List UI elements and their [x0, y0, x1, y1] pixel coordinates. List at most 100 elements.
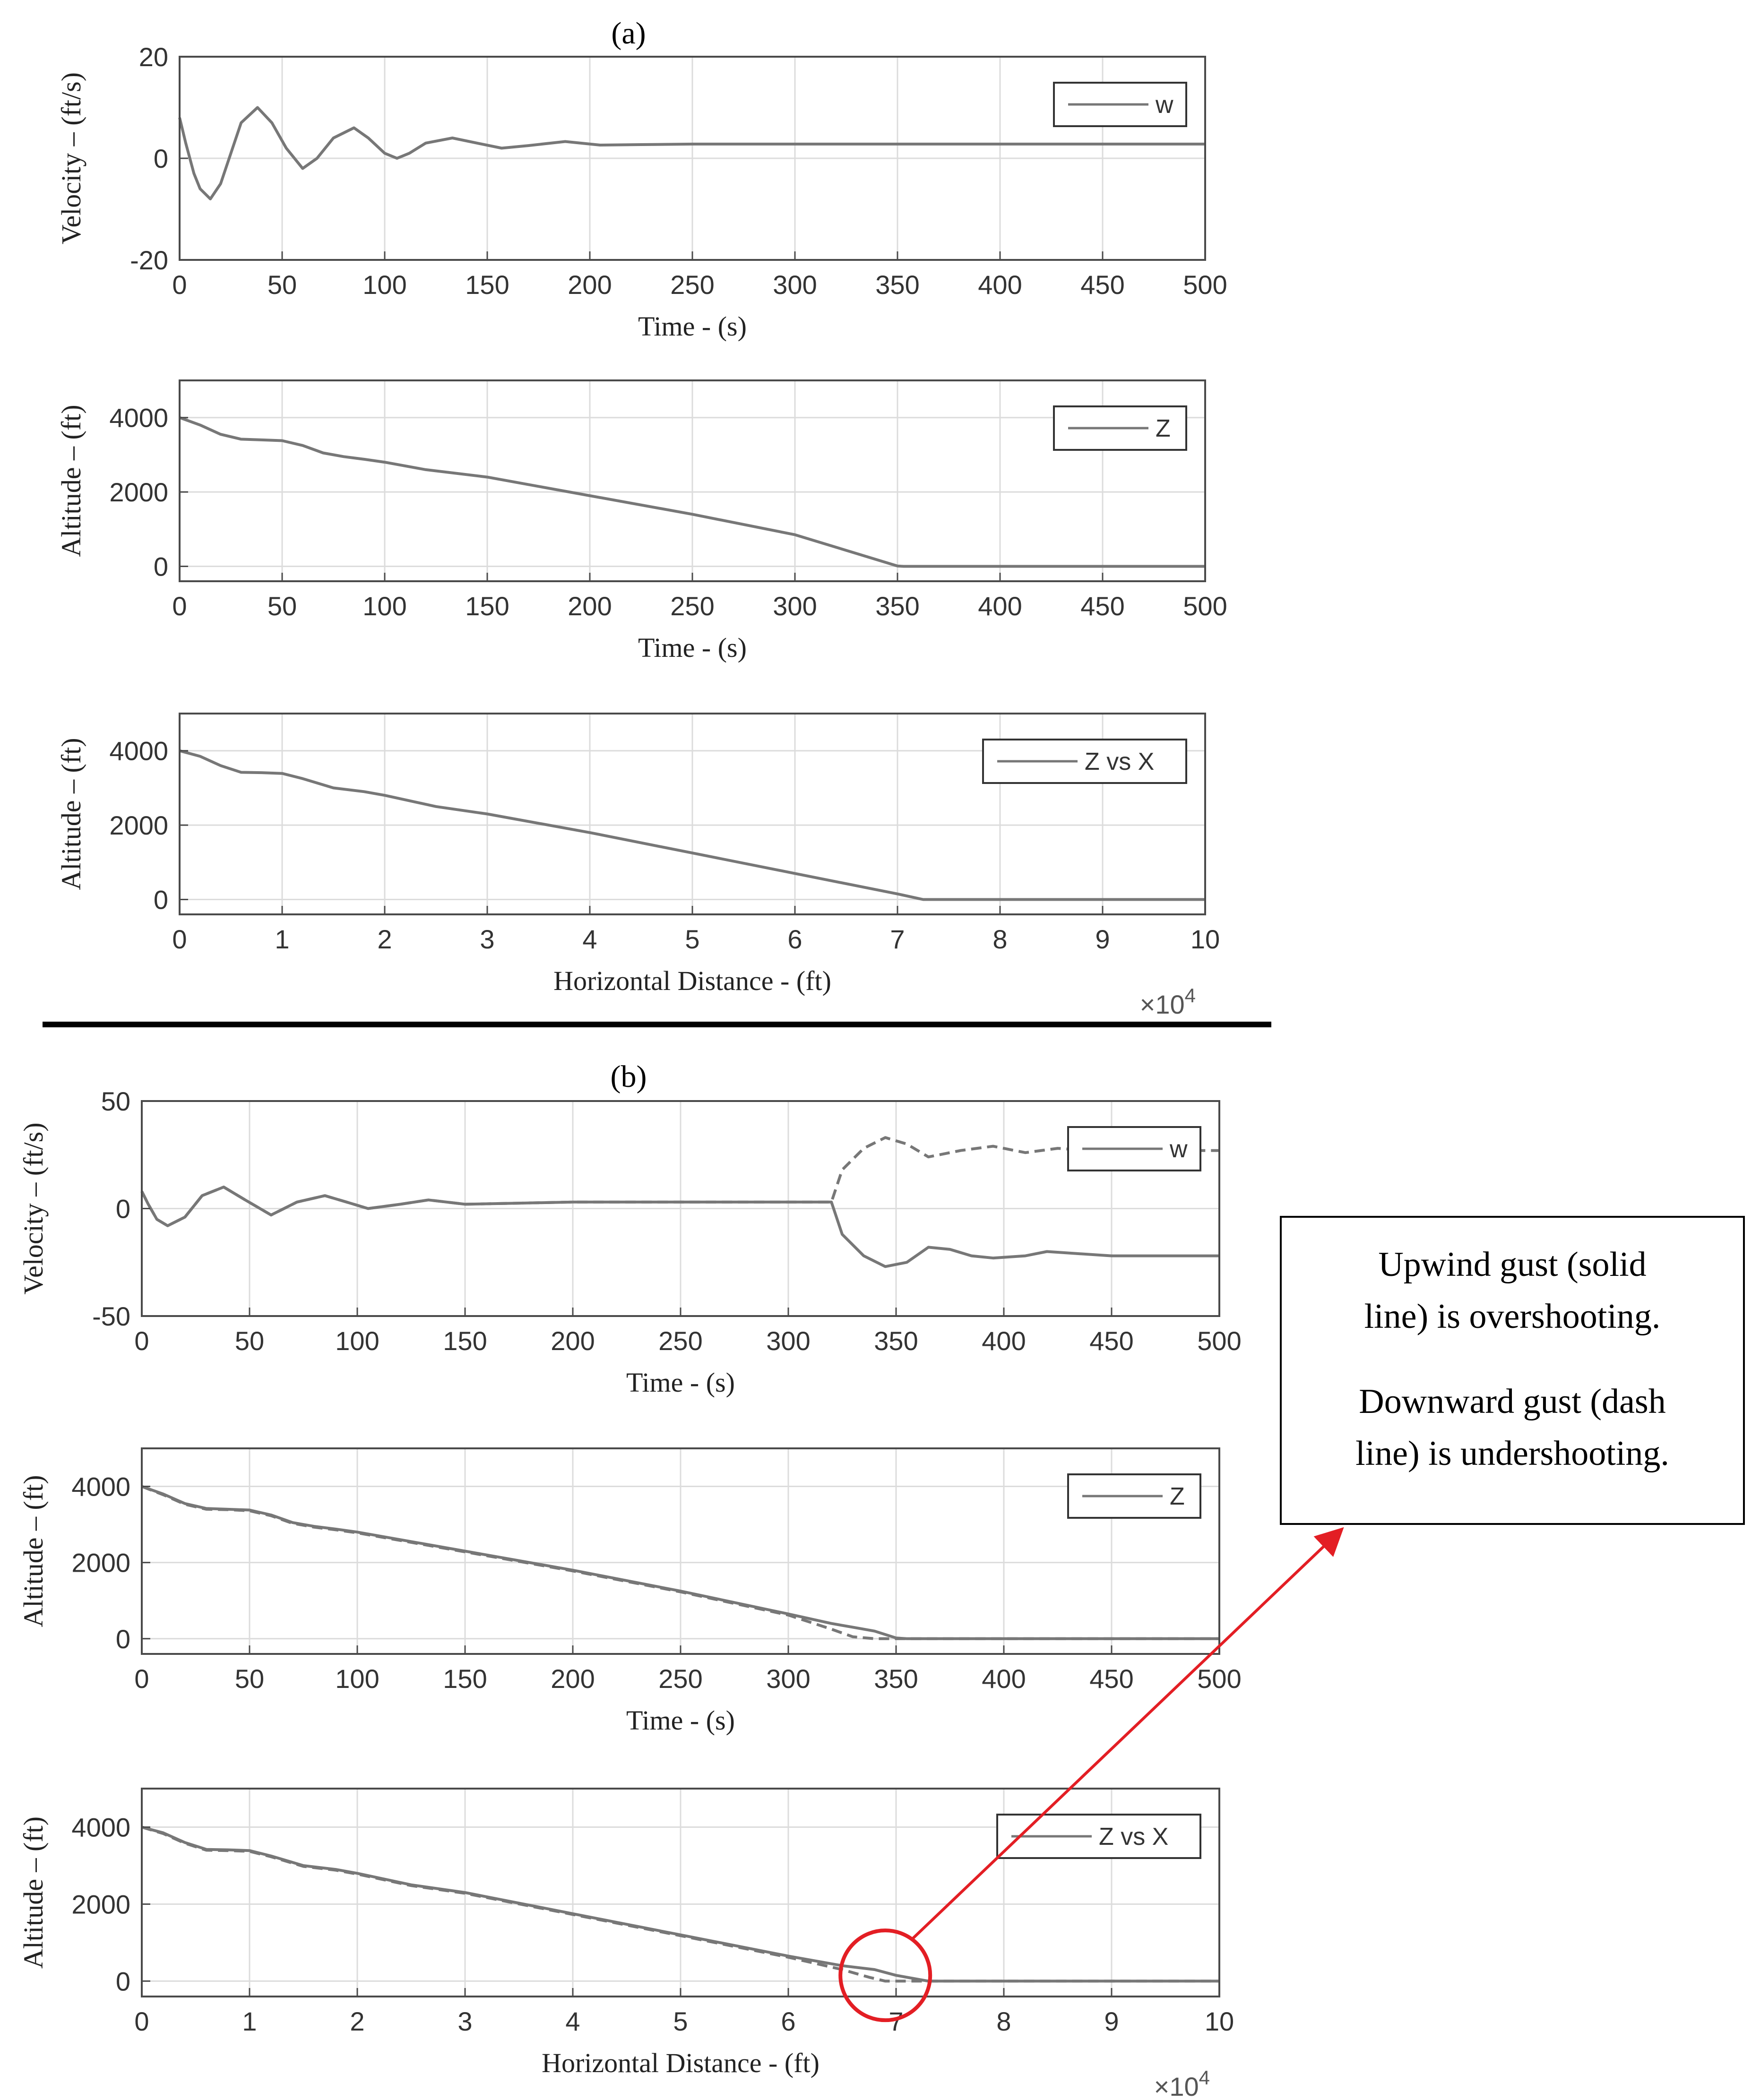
x-tick-label: 250 — [658, 1326, 702, 1356]
y-tick-label: 0 — [154, 144, 168, 173]
y-tick-label: 0 — [116, 1194, 130, 1224]
x-tick-label: 400 — [982, 1664, 1026, 1694]
x-tick-label: 6 — [787, 924, 802, 954]
x-tick-label: 9 — [1104, 2006, 1119, 2036]
x-tick-label: 2 — [350, 2006, 364, 2036]
y-tick-label: 2000 — [109, 810, 168, 840]
series-line-dashed — [141, 1825, 1219, 1983]
x-axis-label: Time - (s) — [638, 632, 747, 663]
x-axis-label: Time - (s) — [638, 311, 747, 342]
y-tick-label: 4000 — [109, 736, 168, 766]
x-tick-label: 450 — [1080, 591, 1124, 621]
legend-entry: Z — [1156, 415, 1171, 442]
x-tick-label: 4 — [565, 2006, 580, 2036]
callout-arrow — [910, 1527, 1344, 1941]
annotation-line-4: line) is undershooting. — [1355, 1434, 1669, 1473]
x-tick-label: 450 — [1080, 270, 1124, 300]
y-axis-label: Altitude – (ft) — [18, 1816, 49, 1969]
y-axis-label: Altitude – (ft) — [18, 1475, 49, 1627]
y-tick-label: -50 — [92, 1301, 130, 1331]
x-tick-label: 500 — [1183, 270, 1227, 300]
x-tick-label: 50 — [235, 1664, 264, 1694]
x-axis-multiplier: ×104 — [1140, 984, 1196, 1019]
x-tick-label: 8 — [996, 2006, 1011, 2036]
x-tick-label: 400 — [978, 270, 1022, 300]
series-line-solid — [178, 106, 1205, 200]
series-line-dashed — [141, 1485, 1219, 1640]
x-tick-label: 100 — [335, 1664, 379, 1694]
x-axis-multiplier: ×104 — [1154, 2066, 1210, 2100]
x-tick-label: 250 — [670, 591, 714, 621]
y-axis-label: Altitude – (ft) — [56, 738, 86, 890]
x-tick-label: 300 — [766, 1664, 810, 1694]
x-tick-label: 500 — [1197, 1326, 1241, 1356]
x-axis-label: Horizontal Distance - (ft) — [553, 965, 831, 996]
annotation-frame — [1280, 1216, 1745, 1525]
chart-b1-velocity: 0 50 100 150 200 250 300 350 400 450 500-50050Time… — [18, 1086, 1242, 1398]
y-tick-label: 2000 — [109, 477, 168, 507]
x-tick-label: 150 — [465, 591, 509, 621]
x-tick-label: 0 — [134, 1326, 149, 1356]
x-tick-label: 50 — [267, 270, 297, 300]
x-tick-label: 150 — [443, 1664, 487, 1694]
chart-a3-altitude-distance: 0 1 2 3 4 5 6 7 8 9 10 0 2000 4000 Horizontal Distance… — [56, 713, 1220, 1019]
x-tick-label: 500 — [1197, 1664, 1241, 1694]
y-tick-label: 0 — [154, 885, 168, 915]
x-axis-label: Time - (s) — [626, 1705, 735, 1736]
panel-label-b: (b) — [611, 1059, 647, 1094]
x-tick-label: 0 — [134, 1664, 149, 1694]
x-tick-label: 200 — [568, 591, 612, 621]
x-tick-label: 150 — [465, 270, 509, 300]
x-tick-label: 200 — [551, 1664, 595, 1694]
x-tick-label: 4 — [582, 924, 597, 954]
x-tick-label: 0 — [134, 2006, 149, 2036]
x-axis-label: Horizontal Distance - (ft) — [542, 2048, 820, 2078]
y-axis-label: Velocity – (ft/s) — [18, 1122, 49, 1294]
x-tick-label: 350 — [875, 270, 919, 300]
x-tick-label: 350 — [874, 1664, 918, 1694]
y-tick-label: 2000 — [71, 1548, 130, 1578]
y-tick-label: 0 — [116, 1966, 130, 1996]
series-line-solid — [141, 1825, 1219, 1983]
x-tick-label: 150 — [443, 1326, 487, 1356]
x-tick-label: 400 — [978, 591, 1022, 621]
x-tick-label: 200 — [568, 270, 612, 300]
x-tick-label: 3 — [457, 2006, 472, 2036]
annotation-line-2: line) is overshooting. — [1364, 1297, 1661, 1336]
x-tick-label: 350 — [874, 1326, 918, 1356]
chart-a1-velocity: 0 50 100 150 200 250 300 350 400 450 500-20020Time… — [56, 42, 1227, 342]
y-tick-label: 50 — [101, 1086, 130, 1116]
x-tick-label: 0 — [172, 270, 187, 300]
y-tick-label: 2000 — [71, 1889, 130, 1919]
x-tick-label: 300 — [766, 1326, 810, 1356]
x-tick-label: 500 — [1183, 591, 1227, 621]
y-tick-label: 20 — [139, 42, 168, 72]
y-tick-label: 4000 — [71, 1472, 130, 1502]
panel-label-a: (a) — [611, 16, 646, 51]
x-axis-label: Time - (s) — [626, 1367, 735, 1398]
y-tick-label: -20 — [130, 245, 168, 275]
legend-entry: Z — [1170, 1483, 1185, 1510]
series-line-solid — [179, 749, 1205, 901]
x-tick-label: 250 — [670, 270, 714, 300]
x-tick-label: 450 — [1089, 1664, 1133, 1694]
legend-entry: w — [1155, 91, 1173, 119]
x-tick-label: 0 — [172, 924, 187, 954]
x-tick-label: 6 — [781, 2006, 795, 2036]
x-tick-label: 1 — [242, 2006, 257, 2036]
x-tick-label: 250 — [658, 1664, 702, 1694]
x-tick-label: 450 — [1089, 1326, 1133, 1356]
annotation-line-1: Upwind gust (solid — [1378, 1245, 1646, 1284]
x-tick-label: 5 — [673, 2006, 688, 2036]
series-line-solid — [179, 416, 1205, 568]
y-tick-label: 0 — [116, 1624, 130, 1654]
x-tick-label: 3 — [480, 924, 494, 954]
x-tick-label: 0 — [172, 591, 187, 621]
series-line-dashed — [140, 1136, 1219, 1227]
x-tick-label: 50 — [235, 1326, 264, 1356]
x-tick-label: 2 — [377, 924, 392, 954]
x-tick-label: 100 — [335, 1326, 379, 1356]
legend-entry: Z vs X — [1099, 1823, 1168, 1850]
